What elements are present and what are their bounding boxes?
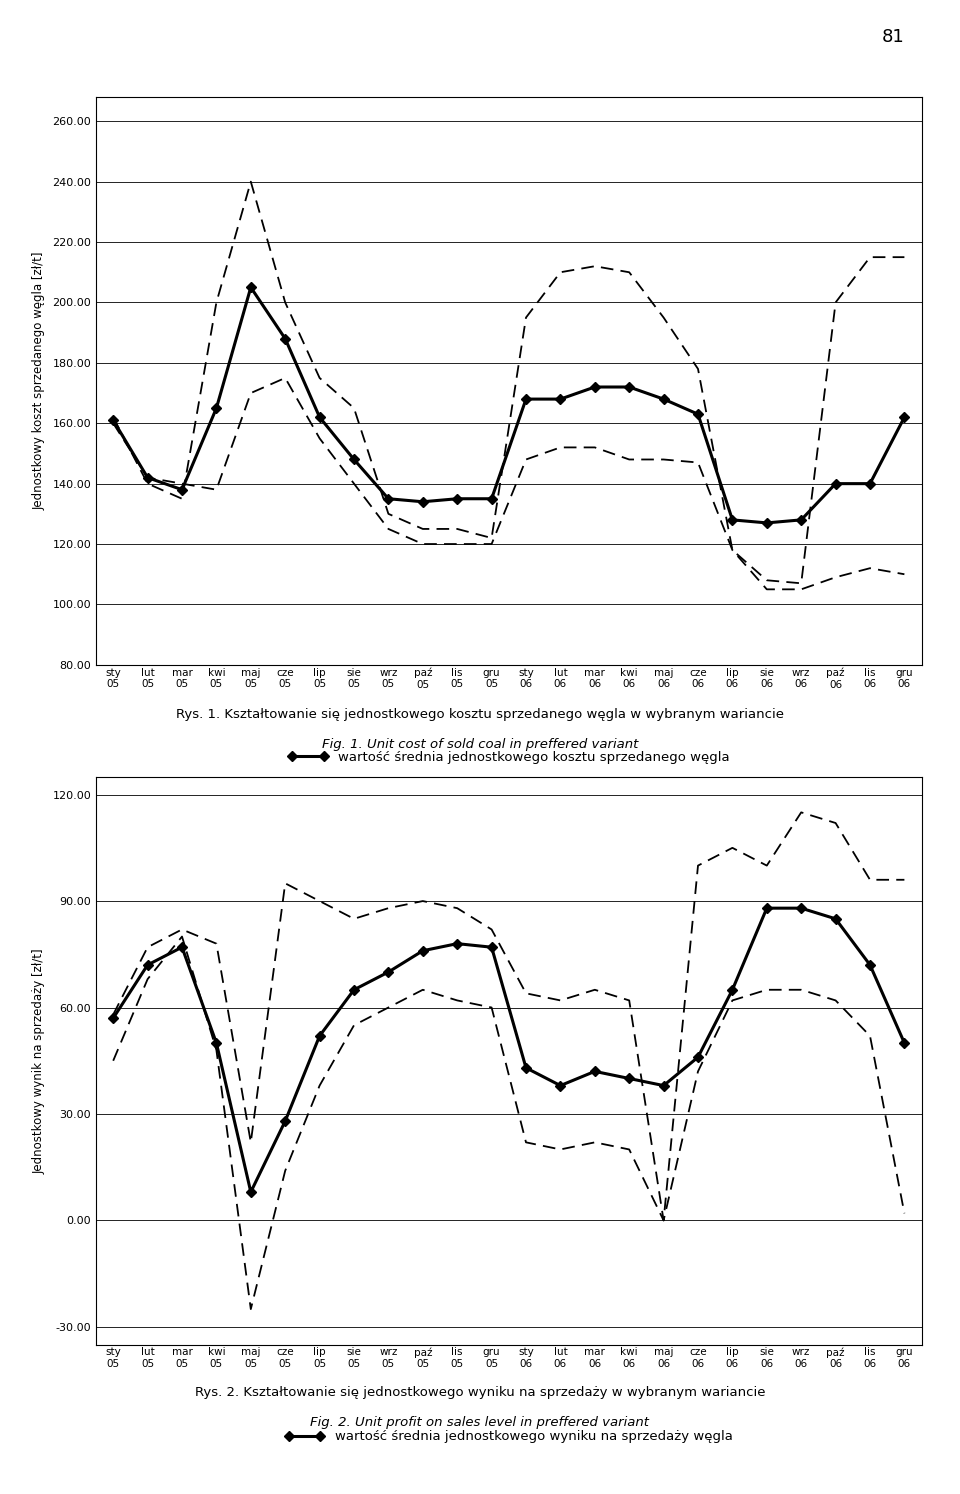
wartość średnia jednostkowego kosztu sprzedanego węgla xyxy=(623,378,635,396)
wartość średnia jednostkowego kosztu sprzedanego węgla xyxy=(108,411,119,429)
wartość średnia jednostkowego wyniku na sprzedaży węgla xyxy=(796,899,807,917)
wartość średnia jednostkowego wyniku na sprzedaży węgla xyxy=(486,938,497,956)
wartość średnia jednostkowego wyniku na sprzedaży węgla xyxy=(692,1049,704,1067)
wartość średnia jednostkowego kosztu sprzedanego węgla xyxy=(589,378,601,396)
Text: 81: 81 xyxy=(881,28,904,46)
wartość średnia jednostkowego wyniku na sprzedaży węgla xyxy=(245,1183,256,1201)
wartość średnia jednostkowego wyniku na sprzedaży węgla xyxy=(555,1077,566,1095)
wartość średnia jednostkowego wyniku na sprzedaży węgla xyxy=(210,1034,222,1052)
wartość średnia jednostkowego kosztu sprzedanego węgla xyxy=(692,405,704,423)
wartość średnia jednostkowego wyniku na sprzedaży węgla xyxy=(761,899,773,917)
wartość średnia jednostkowego wyniku na sprzedaży węgla xyxy=(658,1077,669,1095)
wartość średnia jednostkowego kosztu sprzedanego węgla xyxy=(520,390,532,408)
wartość średnia jednostkowego kosztu sprzedanego węgla xyxy=(899,408,910,426)
wartość średnia jednostkowego kosztu sprzedanego węgla xyxy=(383,490,395,508)
wartość średnia jednostkowego wyniku na sprzedaży węgla xyxy=(589,1062,601,1080)
Line: wartość średnia jednostkowego kosztu sprzedanego węgla: wartość średnia jednostkowego kosztu spr… xyxy=(109,284,908,526)
wartość średnia jednostkowego wyniku na sprzedaży węgla xyxy=(279,1112,291,1129)
Text: Fig. 1. Unit cost of sold coal in preffered variant: Fig. 1. Unit cost of sold coal in preffe… xyxy=(322,738,638,750)
wartość średnia jednostkowego wyniku na sprzedaży węgla xyxy=(864,956,876,974)
wartość średnia jednostkowego kosztu sprzedanego węgla xyxy=(864,475,876,493)
wartość średnia jednostkowego kosztu sprzedanego węgla xyxy=(829,475,841,493)
wartość średnia jednostkowego kosztu sprzedanego węgla xyxy=(245,278,256,296)
wartość średnia jednostkowego wyniku na sprzedaży węgla xyxy=(177,938,188,956)
Text: Fig. 2. Unit profit on sales level in preffered variant: Fig. 2. Unit profit on sales level in pr… xyxy=(310,1416,650,1428)
Legend: wartość średnia jednostkowego wyniku na sprzedaży węgla: wartość średnia jednostkowego wyniku na … xyxy=(279,1425,738,1449)
wartość średnia jednostkowego kosztu sprzedanego węgla xyxy=(348,451,360,469)
Legend: wartość średnia jednostkowego kosztu sprzedanego węgla: wartość średnia jednostkowego kosztu spr… xyxy=(282,746,735,769)
wartość średnia jednostkowego wyniku na sprzedaży węgla xyxy=(520,1059,532,1077)
wartość średnia jednostkowego wyniku na sprzedaży węgla xyxy=(142,956,154,974)
wartość średnia jednostkowego wyniku na sprzedaży węgla xyxy=(348,980,360,998)
wartość średnia jednostkowego wyniku na sprzedaży węgla xyxy=(829,910,841,928)
Y-axis label: Jednostkowy koszt sprzedanego węgla [zł/t]: Jednostkowy koszt sprzedanego węgla [zł/… xyxy=(33,251,45,511)
wartość średnia jednostkowego kosztu sprzedanego węgla xyxy=(210,399,222,417)
wartość średnia jednostkowego kosztu sprzedanego węgla xyxy=(177,481,188,499)
wartość średnia jednostkowego wyniku na sprzedaży węgla xyxy=(314,1026,325,1044)
wartość średnia jednostkowego wyniku na sprzedaży węgla xyxy=(417,941,428,959)
Y-axis label: Jednostkowy wynik na sprzedaży [zł/t]: Jednostkowy wynik na sprzedaży [zł/t] xyxy=(33,947,45,1174)
wartość średnia jednostkowego wyniku na sprzedaży węgla xyxy=(623,1070,635,1088)
wartość średnia jednostkowego kosztu sprzedanego węgla xyxy=(658,390,669,408)
wartość średnia jednostkowego kosztu sprzedanego węgla xyxy=(279,330,291,348)
wartość średnia jednostkowego wyniku na sprzedaży węgla xyxy=(899,1034,910,1052)
wartość średnia jednostkowego wyniku na sprzedaży węgla xyxy=(727,980,738,998)
wartość średnia jednostkowego kosztu sprzedanego węgla xyxy=(761,514,773,532)
wartość średnia jednostkowego kosztu sprzedanego węgla xyxy=(417,493,428,511)
wartość średnia jednostkowego kosztu sprzedanego węgla xyxy=(451,490,463,508)
wartość średnia jednostkowego kosztu sprzedanego węgla xyxy=(727,511,738,529)
Text: Rys. 1. Kształtowanie się jednostkowego kosztu sprzedanego węgla w wybranym wari: Rys. 1. Kształtowanie się jednostkowego … xyxy=(176,708,784,720)
wartość średnia jednostkowego wyniku na sprzedaży węgla xyxy=(451,935,463,953)
wartość średnia jednostkowego kosztu sprzedanego węgla xyxy=(314,408,325,426)
wartość średnia jednostkowego wyniku na sprzedaży węgla xyxy=(108,1010,119,1028)
wartość średnia jednostkowego kosztu sprzedanego węgla xyxy=(555,390,566,408)
wartość średnia jednostkowego kosztu sprzedanego węgla xyxy=(796,511,807,529)
Text: Rys. 2. Kształtowanie się jednostkowego wyniku na sprzedaży w wybranym wariancie: Rys. 2. Kształtowanie się jednostkowego … xyxy=(195,1386,765,1398)
wartość średnia jednostkowego kosztu sprzedanego węgla xyxy=(142,469,154,487)
wartość średnia jednostkowego wyniku na sprzedaży węgla xyxy=(383,964,395,982)
wartość średnia jednostkowego kosztu sprzedanego węgla xyxy=(486,490,497,508)
Line: wartość średnia jednostkowego wyniku na sprzedaży węgla: wartość średnia jednostkowego wyniku na … xyxy=(109,905,908,1195)
